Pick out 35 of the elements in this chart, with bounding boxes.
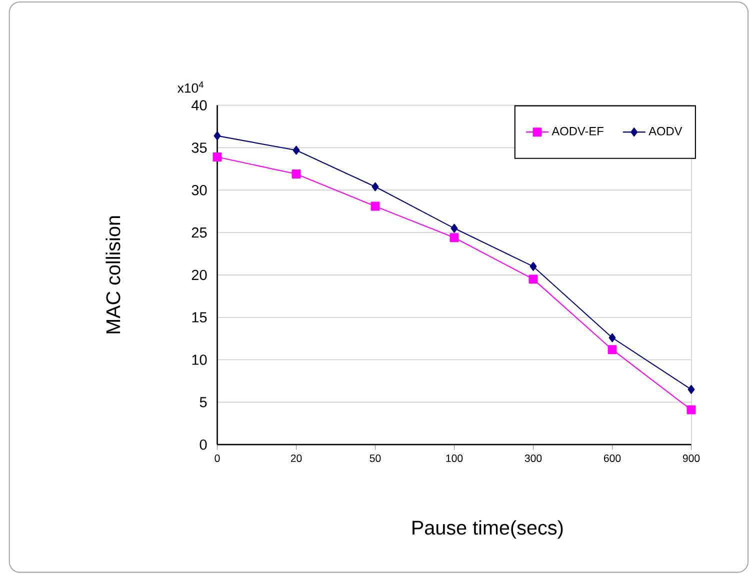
point: [370, 202, 380, 211]
x-tick-label: 50: [370, 454, 381, 462]
x-tick-label: 600: [604, 454, 621, 462]
y-tick-label: 20: [192, 270, 207, 280]
x-tick-label: 300: [524, 454, 542, 462]
legend-label: AODV-EF: [552, 126, 604, 136]
x-tick-label: 100: [446, 454, 463, 462]
point: [688, 384, 695, 394]
y-tick-label: 10: [192, 354, 207, 365]
y-tick-label: 5: [200, 396, 207, 408]
point: [608, 344, 617, 354]
text: x10$^{4}$: [177, 81, 204, 93]
point: [608, 333, 616, 342]
x-tick-label: 20: [290, 454, 302, 462]
legend-label: AODV: [648, 126, 682, 136]
point: [292, 146, 300, 155]
x-tick-label: 0: [214, 454, 220, 462]
point: [530, 262, 537, 271]
y-tick-label: 40: [192, 100, 207, 110]
y-axis-title: MAC collision: [106, 216, 120, 334]
point: [212, 152, 222, 162]
y-tick-label: 25: [192, 227, 207, 238]
point: [372, 182, 379, 192]
point: [528, 274, 538, 284]
point: [214, 131, 221, 140]
point: [450, 232, 459, 242]
y-tick-label: 0: [200, 439, 207, 450]
point: [450, 224, 458, 233]
x-axis-title: Pause time(secs): [412, 520, 563, 538]
y-tick-label: 30: [192, 184, 207, 196]
y-tick-label: 15: [192, 312, 207, 322]
point: [686, 405, 696, 414]
y-tick-label: 35: [192, 142, 207, 153]
x-tick-label: 900: [682, 454, 700, 462]
point: [292, 169, 301, 178]
